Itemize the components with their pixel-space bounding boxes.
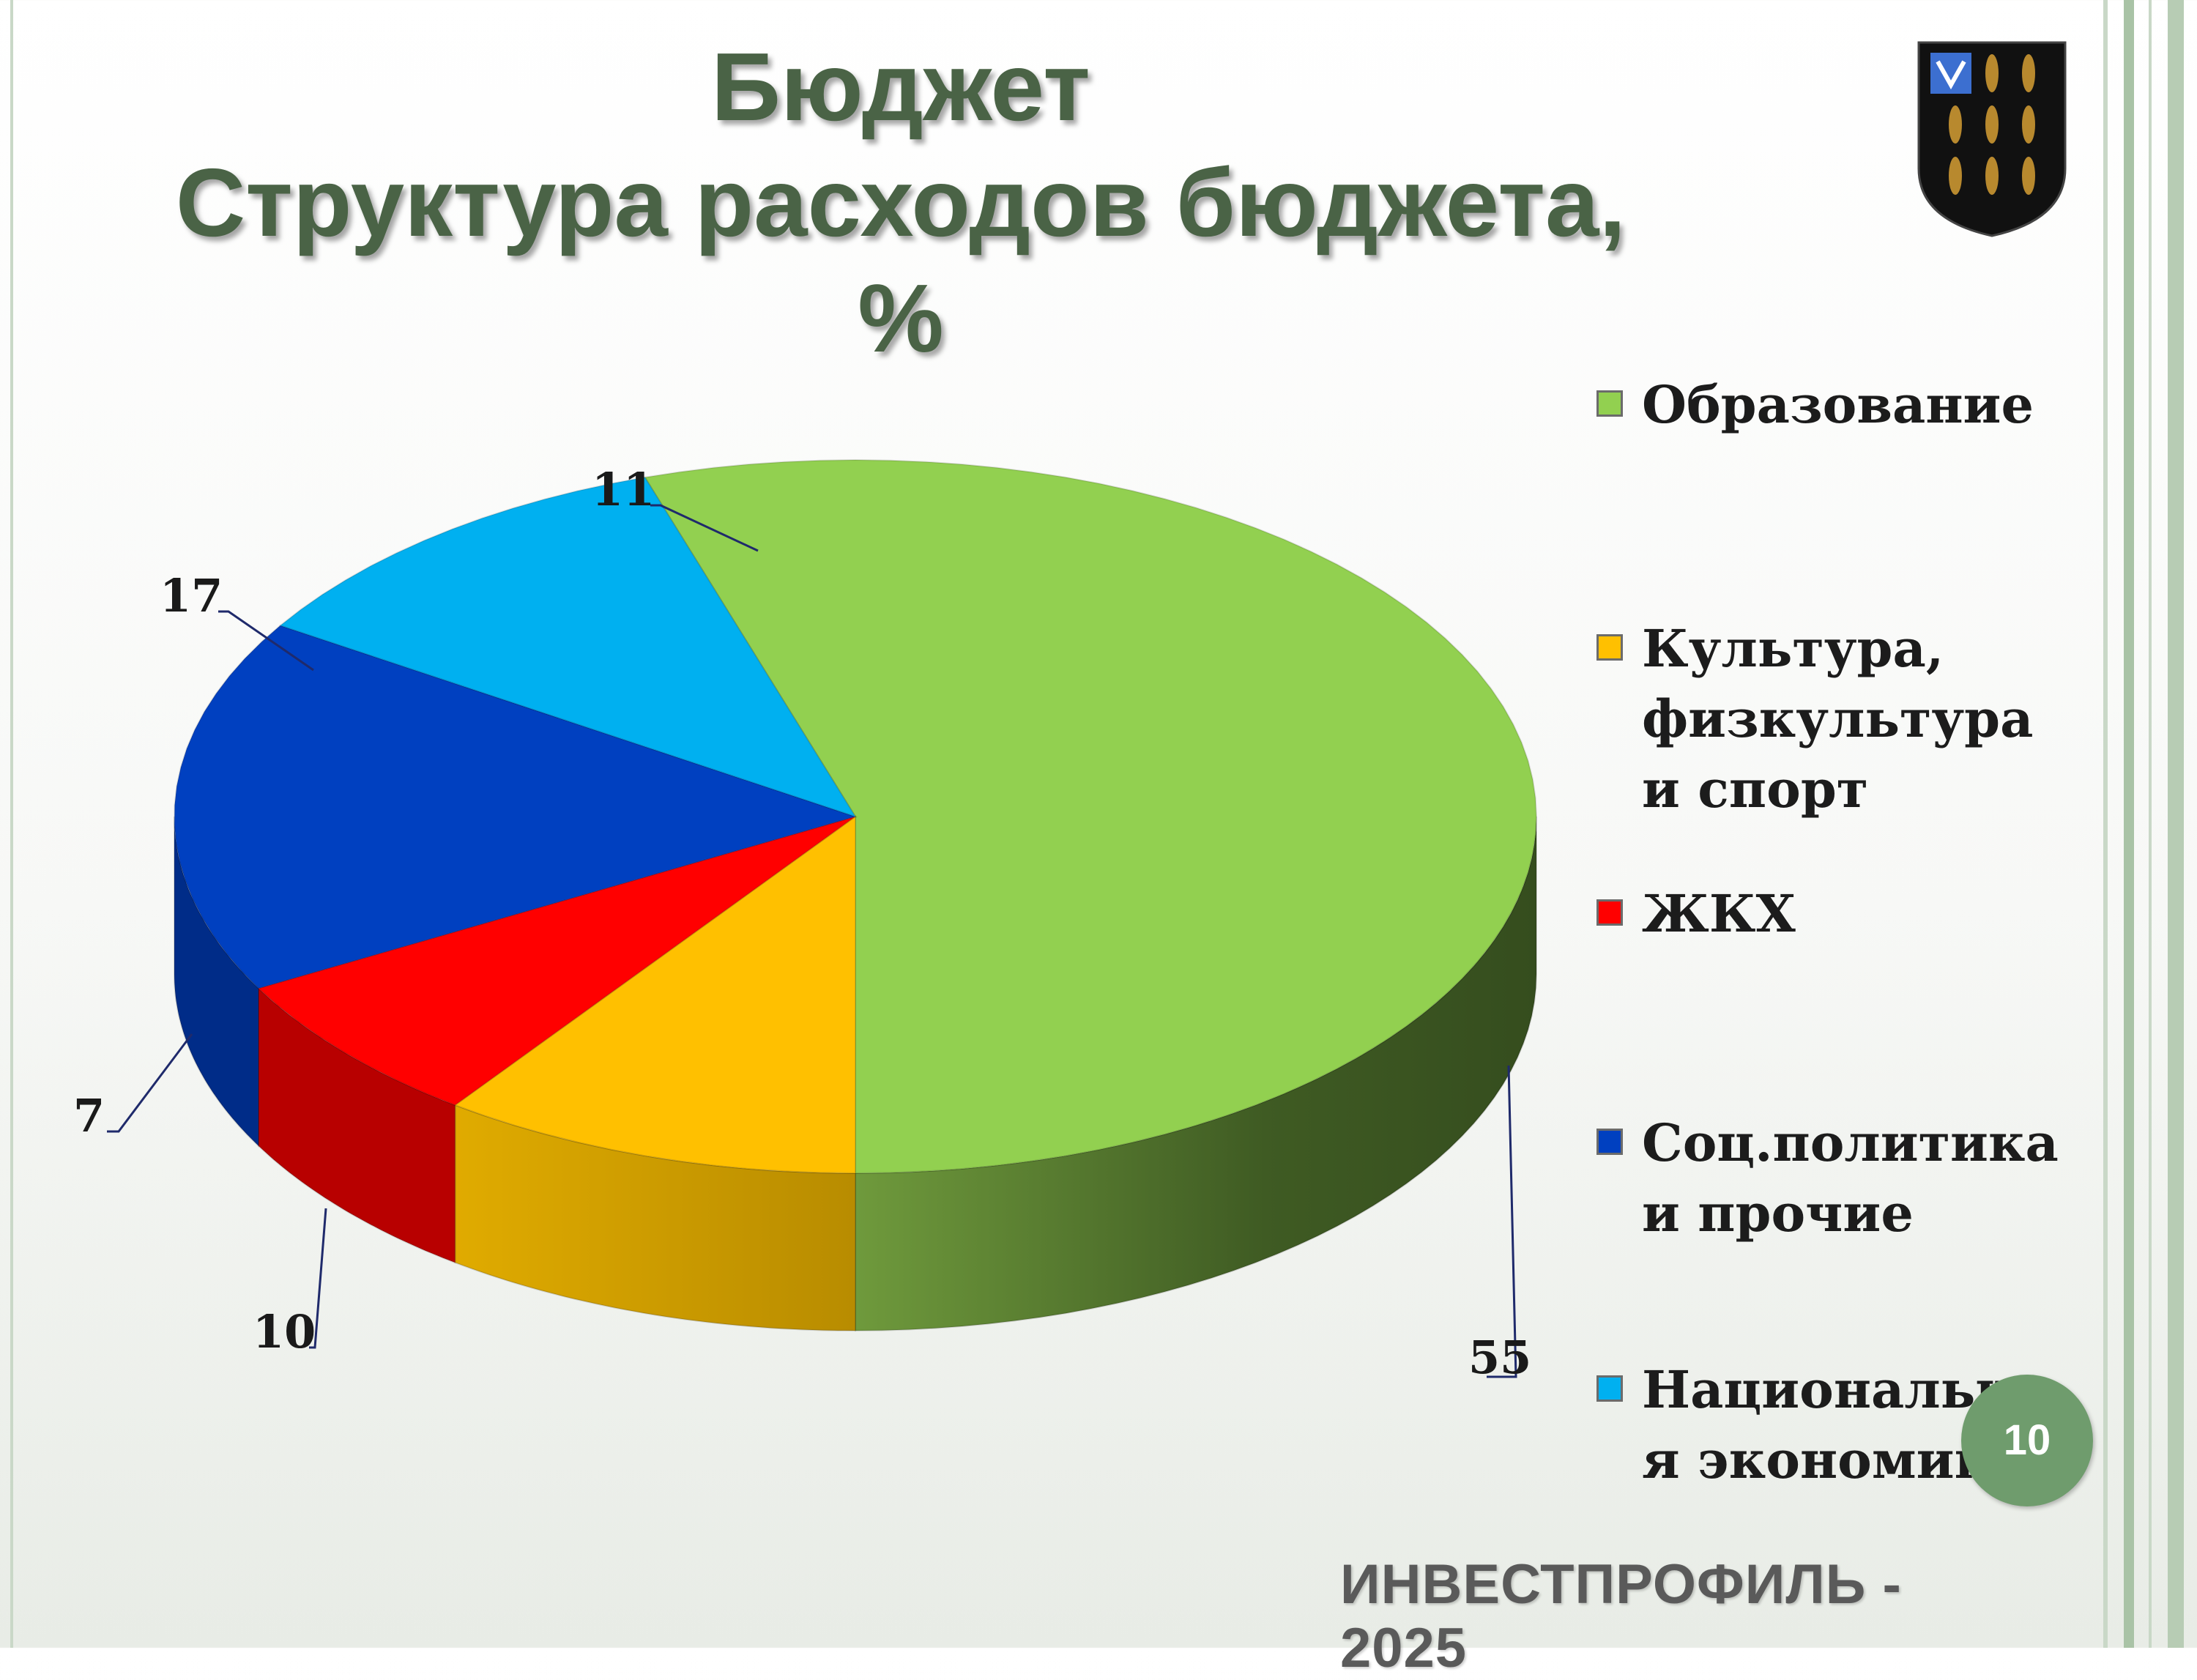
legend-label: Культура, физкультура и спорт xyxy=(1642,618,2034,819)
legend-label: Образование xyxy=(1642,374,2034,435)
frame-line-left xyxy=(10,0,13,1648)
pie-slice-национальная-экономика xyxy=(278,476,858,818)
leader-line-7 xyxy=(107,1033,193,1133)
data-label-10: 10 xyxy=(253,1305,316,1359)
leader-line-10 xyxy=(309,1208,327,1349)
legend-swatch xyxy=(1596,1375,1623,1402)
leader-line-55 xyxy=(1487,1065,1517,1378)
leader-lines xyxy=(107,504,1517,1378)
legend-swatch xyxy=(1596,634,1623,661)
slide-title: Бюджет Структура расходов бюджета, % xyxy=(132,29,1670,376)
frame-line-3 xyxy=(2149,0,2152,1648)
data-label-11: 11 xyxy=(592,463,655,516)
data-label-17: 17 xyxy=(160,569,223,622)
pie-sides xyxy=(174,816,1537,1332)
legend-swatch xyxy=(1596,899,1623,926)
frame-line-2 xyxy=(2124,0,2134,1648)
data-label-55: 55 xyxy=(1468,1331,1531,1384)
data-label-7: 7 xyxy=(73,1089,105,1142)
leader-line-11 xyxy=(650,504,759,552)
page-number-badge: 10 xyxy=(1961,1375,2093,1506)
footer-text: ИНВЕСТПРОФИЛЬ - 2025 xyxy=(1340,1553,1902,1679)
data-labels: 55 10 7 17 11 xyxy=(73,463,1531,1384)
legend-label: ЖКХ xyxy=(1642,883,1796,944)
pie-side-соц-политика-и-прочие xyxy=(174,816,259,1148)
frame-line-4 xyxy=(2168,0,2184,1648)
pie-slice-образование xyxy=(643,458,1538,1175)
title-line-2: Структура расходов бюджета, % xyxy=(175,149,1627,372)
leader-line-17 xyxy=(218,610,314,672)
pie-slice-соц-политика-и-прочие xyxy=(174,624,858,989)
pie-slices xyxy=(174,458,1538,1175)
legend-swatch xyxy=(1596,390,1623,417)
frame-line-1 xyxy=(2103,0,2108,1648)
pie-slice-культура-физкультура-и-спорт xyxy=(453,815,856,1175)
coat-of-arms-icon xyxy=(1917,41,2067,237)
legend-swatch xyxy=(1596,1129,1623,1155)
legend-label: Соц.политика и прочие xyxy=(1642,1112,2059,1244)
title-line-1: Бюджет xyxy=(711,33,1090,141)
pie-slice-жкх xyxy=(256,816,856,1107)
